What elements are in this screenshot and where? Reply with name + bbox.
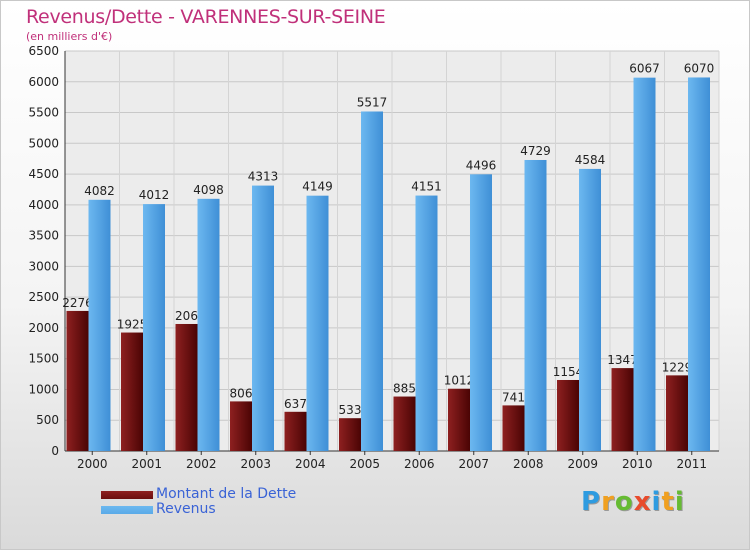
y-tick-label: 5000 — [28, 136, 59, 150]
y-tick-label: 500 — [36, 413, 59, 427]
data-label-dette: 637 — [284, 397, 307, 411]
y-tick-label: 3000 — [28, 259, 59, 273]
x-tick-label: 2010 — [622, 457, 653, 471]
x-tick-label: 2004 — [295, 457, 326, 471]
y-tick-label: 2500 — [28, 290, 59, 304]
data-label-dette: 1925 — [117, 318, 148, 332]
x-tick-label: 2000 — [77, 457, 108, 471]
x-tick-label: 2002 — [186, 457, 217, 471]
logo-letter: i — [674, 487, 685, 517]
bar-revenus — [524, 159, 547, 451]
y-tick-label: 6000 — [28, 75, 59, 89]
logo-letter: o — [614, 487, 634, 517]
x-tick-label: 2007 — [458, 457, 489, 471]
bar-dette — [448, 388, 470, 451]
logo-letter: x — [633, 487, 652, 517]
logo-letter: r — [601, 487, 615, 517]
data-label-dette: 1229 — [662, 360, 693, 374]
bar-dette — [393, 396, 416, 451]
data-label-dette: 806 — [230, 386, 253, 400]
logo-letter: i — [651, 487, 662, 517]
data-label-dette: 206 — [175, 309, 198, 323]
legend-label-revenus: Revenus — [156, 501, 216, 517]
bar-revenus — [143, 204, 165, 451]
x-tick-label: 2011 — [676, 457, 707, 471]
bar-revenus — [470, 174, 492, 452]
y-tick-label: 6500 — [28, 44, 59, 58]
y-tick-label: 3500 — [28, 229, 59, 243]
bar-revenus — [197, 198, 220, 451]
data-label-revenus: 4098 — [193, 183, 224, 197]
data-label-revenus: 4012 — [139, 188, 170, 202]
legend-swatch-dette — [101, 491, 153, 499]
bar-dette — [557, 379, 579, 451]
legend-label-dette: Montant de la Dette — [156, 486, 297, 502]
data-label-revenus: 4149 — [302, 180, 333, 194]
x-tick-label: 2009 — [567, 457, 598, 471]
logo-letter: t — [661, 487, 675, 517]
bar-revenus — [252, 185, 274, 452]
data-label-dette: 741 — [502, 390, 525, 404]
data-label-revenus: 4729 — [520, 144, 551, 158]
bar-dette — [175, 323, 198, 451]
bar-dette — [666, 375, 688, 451]
chart-subtitle: (en milliers d'€) — [26, 30, 113, 43]
bar-revenus — [688, 77, 710, 451]
data-label-revenus: 4082 — [84, 184, 115, 198]
bar-revenus — [306, 195, 329, 451]
legend-swatch-revenus — [101, 506, 153, 514]
bar-revenus — [88, 199, 111, 451]
data-label-dette: 1154 — [553, 365, 584, 379]
data-label-dette: 1347 — [607, 353, 638, 367]
x-tick-label: 2001 — [131, 457, 162, 471]
x-tick-label: 2008 — [513, 457, 544, 471]
bar-dette — [230, 401, 252, 451]
data-label-revenus: 4151 — [411, 180, 442, 194]
bar-revenus — [633, 77, 656, 452]
bar-dette — [66, 310, 89, 451]
bar-dette — [502, 405, 525, 451]
data-label-revenus: 4584 — [575, 153, 606, 167]
y-tick-label: 2000 — [28, 321, 59, 335]
data-label-revenus: 6067 — [629, 62, 660, 76]
bar-revenus — [361, 111, 383, 451]
y-tick-label: 5500 — [28, 106, 59, 120]
data-label-revenus: 4313 — [248, 170, 279, 184]
data-label-dette: 2276 — [62, 296, 93, 310]
y-tick-label: 4500 — [28, 167, 59, 181]
bar-revenus — [579, 168, 601, 451]
y-tick-label: 0 — [51, 444, 59, 458]
y-tick-label: 4000 — [28, 198, 59, 212]
bar-dette — [611, 368, 634, 451]
bar-dette — [284, 411, 307, 451]
data-label-revenus: 4496 — [466, 158, 497, 172]
x-tick-label: 2005 — [349, 457, 380, 471]
chart-title: Revenus/Dette - VARENNES-SUR-SEINE — [26, 6, 386, 28]
y-tick-label: 1000 — [28, 382, 59, 396]
data-label-dette: 1012 — [444, 374, 475, 388]
bar-dette — [121, 332, 143, 451]
y-tick-label: 1500 — [28, 352, 59, 366]
logo-letter: P — [581, 487, 602, 517]
proxiti-logo: Proxiti — [581, 487, 685, 517]
bar-dette — [339, 418, 361, 451]
data-label-revenus: 6070 — [684, 61, 715, 75]
data-label-dette: 885 — [393, 382, 416, 396]
x-tick-label: 2003 — [240, 457, 271, 471]
x-tick-label: 2006 — [404, 457, 435, 471]
data-label-dette: 533 — [339, 403, 362, 417]
bar-revenus — [415, 195, 438, 451]
data-label-revenus: 5517 — [357, 95, 388, 109]
